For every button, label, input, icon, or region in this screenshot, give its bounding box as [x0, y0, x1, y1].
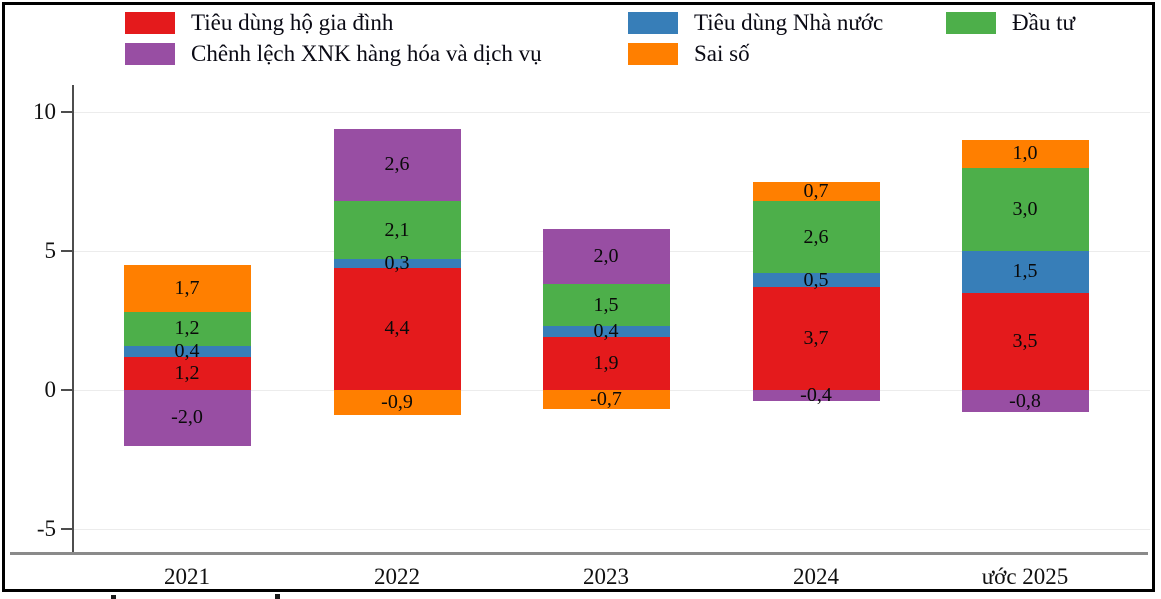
legend-swatch [628, 43, 678, 65]
legend-label: Tiêu dùng Nhà nước [694, 10, 884, 35]
bar-segment-value: -0,7 [590, 388, 622, 411]
bar-segment: 0,4 [542, 320, 670, 342]
legend-swatch [125, 12, 175, 34]
legend-item: Tiêu dùng hộ gia đình [125, 11, 393, 35]
bar-segment-value: -2,0 [171, 406, 203, 429]
y-tick-mark [61, 389, 72, 391]
legend-label: Tiêu dùng hộ gia đình [191, 10, 394, 35]
bar-segment: 2,1 [333, 200, 461, 260]
bar-segment-value: 3,7 [803, 327, 829, 350]
bar-segment: 0,4 [123, 340, 251, 362]
legend-label: Đầu tư [1012, 10, 1075, 35]
legend-swatch [125, 43, 175, 65]
bar-segment-value: 0,7 [803, 179, 829, 202]
bar-segment-value: 0,4 [174, 339, 200, 362]
bar-segment-value: 1,0 [1012, 142, 1038, 165]
bar-segment-value: 3,0 [1012, 197, 1038, 220]
bar-segment: 1,7 [123, 264, 251, 313]
bar-segment-value: 1,5 [593, 293, 619, 316]
clipped-caption-fragment [275, 594, 280, 599]
legend-item: Tiêu dùng Nhà nước [628, 11, 883, 35]
bar-segment: 1,5 [542, 284, 670, 327]
bar-segment: -0,4 [752, 384, 880, 406]
bar-segment-value: 0,3 [384, 252, 410, 274]
bar-segment: 1,2 [123, 312, 251, 346]
bar-segment: 2,6 [752, 200, 880, 274]
bar-segment: 3,0 [961, 167, 1089, 251]
bar-segment: 2,6 [333, 128, 461, 201]
bar-segment-value: 1,2 [174, 361, 200, 384]
y-tick-mark [61, 528, 72, 530]
bar-segment-value: 2,0 [593, 245, 619, 268]
clipped-caption-fragment [111, 595, 116, 599]
y-tick-label: 5 [44, 238, 57, 263]
bar-segment-value: 4,4 [384, 317, 410, 340]
bar-segment-value: -0,8 [1009, 389, 1041, 412]
x-tick-label: 2023 [583, 564, 629, 589]
bar-segment: 1,2 [123, 356, 251, 390]
y-tick-mark [61, 111, 72, 113]
legend-item: Sai số [628, 42, 750, 66]
x-tick-label: ước 2025 [981, 564, 1069, 589]
bar-segment: -0,8 [961, 389, 1089, 413]
bar-segment: 0,7 [752, 179, 880, 202]
y-tick-label: 10 [33, 99, 56, 124]
bar-segment: -2,0 [123, 390, 251, 446]
bar-segment: 3,7 [752, 287, 880, 390]
bar-segment: 1,5 [961, 251, 1089, 293]
bar-segment-value: 1,5 [1012, 260, 1038, 283]
bar-segment: 4,4 [333, 267, 461, 390]
bar-segment-value: 0,4 [593, 320, 619, 343]
y-tick-label: -5 [36, 516, 56, 541]
bar-segment: 0,5 [752, 269, 880, 291]
bar-segment-value: -0,9 [381, 391, 413, 413]
bar-segment-value: 2,6 [803, 225, 829, 248]
x-axis-line [10, 552, 1148, 555]
x-tick-label: 2022 [374, 564, 420, 589]
legend-label: Sai số [694, 41, 750, 66]
bar-segment-value: 2,6 [384, 153, 410, 176]
legend-item: Đầu tư [946, 11, 1075, 35]
bar-segment: 0,3 [333, 252, 461, 274]
bar-segment: 1,9 [542, 337, 670, 390]
bar-segment: -0,7 [542, 388, 670, 411]
y-axis-line [72, 85, 74, 552]
bar-segment-value: 2,1 [384, 218, 410, 241]
y-tick-label: 0 [44, 377, 57, 402]
gridline [73, 528, 1150, 530]
legend-swatch [946, 12, 996, 34]
bar-segment-value: 1,2 [174, 317, 200, 340]
bar-segment: 2,0 [542, 228, 670, 285]
gridline [73, 111, 1150, 113]
legend-item: Chênh lệch XNK hàng hóa và dịch vụ [125, 42, 542, 66]
legend-label: Chênh lệch XNK hàng hóa và dịch vụ [191, 41, 542, 66]
bar-segment: 1,0 [961, 139, 1089, 168]
legend-swatch [628, 12, 678, 34]
bar-segment: 3,5 [961, 292, 1089, 390]
bar-segment-value: 0,5 [803, 268, 829, 291]
y-tick-mark [61, 250, 72, 252]
bar-segment-value: 3,5 [1012, 329, 1038, 352]
bar-segment-value: -0,4 [800, 384, 832, 407]
x-tick-label: 2021 [164, 564, 210, 589]
bar-segment-value: 1,9 [593, 352, 619, 375]
x-tick-label: 2024 [793, 564, 839, 589]
bar-segment: -0,9 [333, 390, 461, 416]
bar-segment-value: 1,7 [174, 277, 200, 300]
